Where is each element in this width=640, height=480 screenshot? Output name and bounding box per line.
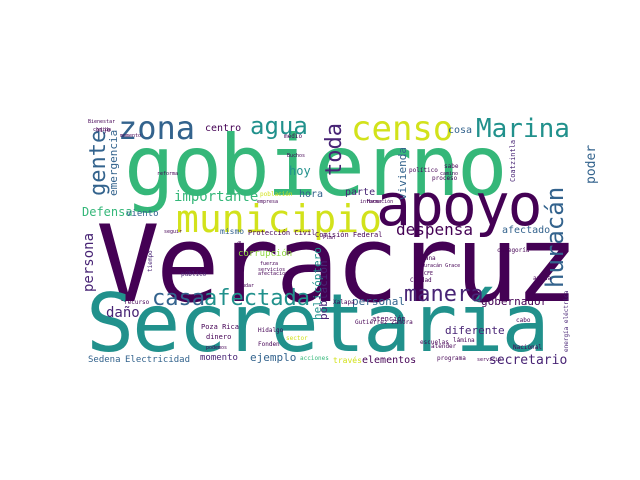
word-clase: fuerza bbox=[260, 261, 279, 267]
word-sedena: Sedena bbox=[88, 355, 121, 365]
word-viento: viento bbox=[126, 209, 159, 219]
word-seguir: empresa bbox=[257, 199, 279, 205]
word-hoy: hoy bbox=[289, 164, 311, 178]
word-huracan: huracán bbox=[541, 186, 569, 288]
word-servicio: hijo bbox=[96, 127, 111, 134]
word-compra: Plan bbox=[323, 235, 336, 241]
word-bienestar: Bienestar bbox=[88, 119, 116, 125]
word-toda: toda bbox=[322, 123, 347, 176]
word-proteccion-civil: Protección Civil bbox=[248, 229, 316, 237]
word-politico: político bbox=[409, 167, 438, 174]
word-atender: atender bbox=[431, 343, 457, 350]
word-secretario: secretario bbox=[489, 353, 568, 368]
word-proceso: proceso bbox=[432, 175, 458, 182]
word-cosa: cosa bbox=[448, 125, 473, 136]
word-sabe: sabe bbox=[444, 163, 459, 170]
word-comision-federal: Comisión Federal bbox=[315, 231, 383, 239]
word-publico: público bbox=[181, 271, 207, 278]
word-hacer: servicios bbox=[258, 267, 286, 273]
word-impuesto-area: sector bbox=[286, 335, 308, 342]
word-gobierno: gobierno bbox=[124, 117, 508, 215]
word-coatzintla: mañana bbox=[414, 255, 436, 262]
word-servicios: comida bbox=[93, 127, 112, 133]
word-hijo: momento bbox=[120, 133, 142, 139]
word-acciones: acciones bbox=[300, 355, 329, 362]
word-despensa: despensa bbox=[396, 220, 474, 239]
word-manera: manera bbox=[404, 282, 484, 307]
word-informacion: seguir bbox=[164, 229, 183, 235]
word-censo: censo bbox=[351, 109, 454, 149]
word-poza-rica: Poza Rica bbox=[201, 323, 239, 331]
word-energia-electrica: energía eléctrica bbox=[563, 290, 570, 352]
word-secretaria: Secretaría bbox=[86, 277, 550, 370]
word-comunicaciones: Coatzintla bbox=[509, 139, 517, 182]
word-podemos: tiempo bbox=[147, 250, 154, 272]
word-veracruz: Veracruz bbox=[96, 203, 579, 326]
word-defensa: Defensa bbox=[82, 205, 133, 219]
word-emergencia: emergencia bbox=[107, 129, 120, 196]
word-ayuda: ayuda bbox=[533, 275, 552, 282]
word-momento: momento bbox=[200, 353, 238, 363]
word-poder: poder bbox=[584, 144, 599, 184]
word-afectaciones: ayudar bbox=[236, 283, 255, 289]
word-hora: hora bbox=[299, 189, 324, 200]
word-dano: daño bbox=[106, 305, 140, 321]
word-centro: centro bbox=[205, 123, 242, 134]
word-personal: personal bbox=[352, 295, 405, 308]
word-buchos: información bbox=[360, 199, 394, 205]
word-lamina: lámina bbox=[453, 337, 475, 344]
word-xalapa: servicio bbox=[477, 357, 502, 363]
word-parte: parte bbox=[345, 187, 376, 198]
word-zona: zona bbox=[118, 109, 196, 147]
word-categoria: categoría bbox=[497, 247, 530, 254]
word-dinero: dinero bbox=[206, 333, 232, 341]
word-huracan-grace: CFE bbox=[424, 271, 434, 277]
word-apoyo: apoyo bbox=[376, 171, 543, 239]
word-ciudad: Ciudad bbox=[410, 277, 432, 284]
word-ejemplo: ejemplo bbox=[250, 351, 297, 364]
word-mismo: mismo bbox=[220, 227, 245, 236]
word-fuerza: afectaciones bbox=[258, 271, 295, 277]
word-escuelas: escuelas bbox=[420, 339, 449, 346]
word-tuxpan: Buchos bbox=[287, 153, 306, 159]
word-elementos: elementos bbox=[362, 355, 417, 366]
word-traves: través bbox=[333, 356, 362, 365]
word-hidalgo: Hidalgo bbox=[258, 327, 284, 334]
word-afectado: afectado bbox=[502, 225, 551, 236]
word-persona: persona bbox=[81, 232, 97, 292]
word-corrupcion: corrupción bbox=[238, 249, 293, 259]
word-importante: importante bbox=[174, 189, 259, 205]
word-afectada: afectada bbox=[204, 286, 310, 311]
word-tiempo: Hacer bbox=[367, 199, 383, 205]
word-cfe: Xalapa bbox=[333, 299, 355, 306]
word-vivienda: vivienda bbox=[396, 147, 409, 200]
word-reforma: reforma bbox=[157, 171, 179, 177]
word-empresa: población bbox=[260, 191, 293, 198]
word-diferente: diferente bbox=[445, 324, 505, 337]
word-electricidad: Electricidad bbox=[125, 355, 191, 365]
word-recurso: recurso bbox=[124, 299, 150, 306]
word-agua: agua bbox=[250, 112, 308, 140]
word-cabo: cabo bbox=[516, 317, 531, 324]
word-atencion: atención bbox=[372, 315, 406, 323]
word-programa: programa bbox=[437, 355, 466, 362]
word-manana: Huracán Grace bbox=[421, 263, 461, 269]
word-nacional: Nacional bbox=[513, 344, 542, 351]
word-gobernador: gobernador bbox=[481, 295, 548, 308]
word-poblacion: población bbox=[317, 260, 330, 320]
word-fonden: Fonden bbox=[258, 341, 280, 348]
word-ayudar: podemos bbox=[206, 345, 228, 351]
word-camino: camino bbox=[440, 171, 459, 177]
word-marina: Marina bbox=[476, 114, 570, 144]
word-casa: casa bbox=[152, 286, 205, 311]
word-gutierrez-zamora: Gutiérrez Zamora bbox=[355, 319, 413, 326]
word-medio: medio bbox=[284, 133, 303, 140]
word-municipio: municipio bbox=[176, 197, 382, 241]
